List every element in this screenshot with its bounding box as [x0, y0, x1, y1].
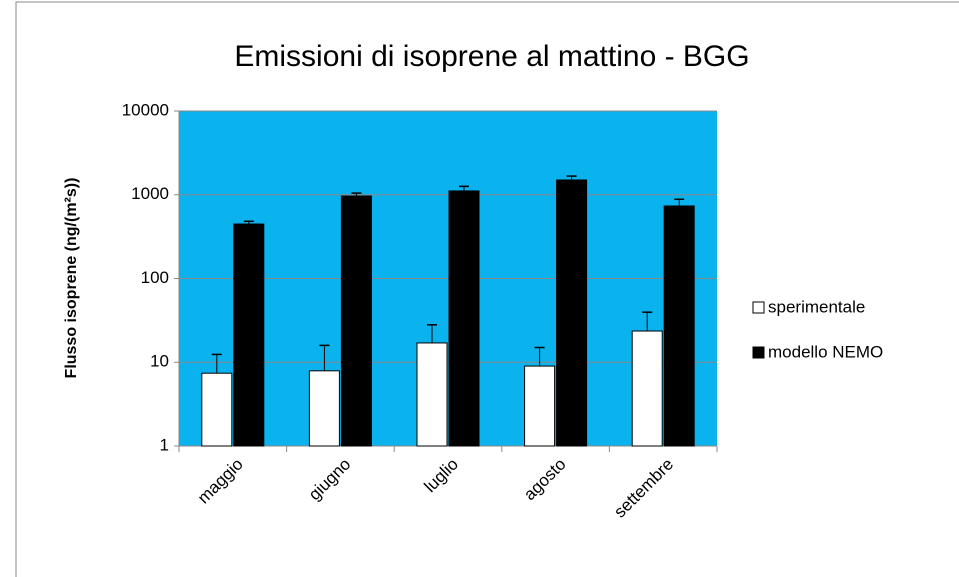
y-tick-label: 1 [160, 435, 169, 454]
y-tick-label: 10 [150, 352, 169, 371]
chart-title: Emissioni di isoprene al mattino - BGG [234, 40, 749, 73]
bar [416, 342, 448, 447]
legend-label: sperimentale [768, 297, 865, 316]
legend-label: modello NEMO [768, 342, 883, 361]
bar [201, 372, 233, 447]
bar [524, 365, 556, 447]
bar [556, 179, 588, 447]
bar [233, 223, 265, 447]
bar [340, 195, 372, 447]
y-tick-label: 10000 [122, 100, 169, 119]
y-tick-label: 1000 [131, 184, 169, 203]
bar [631, 330, 663, 447]
legend-swatch [752, 301, 765, 314]
bar [448, 190, 480, 447]
y-axis-label: Flusso isoprene (ng/(m²s)) [63, 178, 80, 379]
legend-swatch [752, 346, 765, 359]
bar [308, 370, 340, 447]
y-tick-label: 100 [141, 268, 169, 287]
bar [663, 205, 695, 447]
